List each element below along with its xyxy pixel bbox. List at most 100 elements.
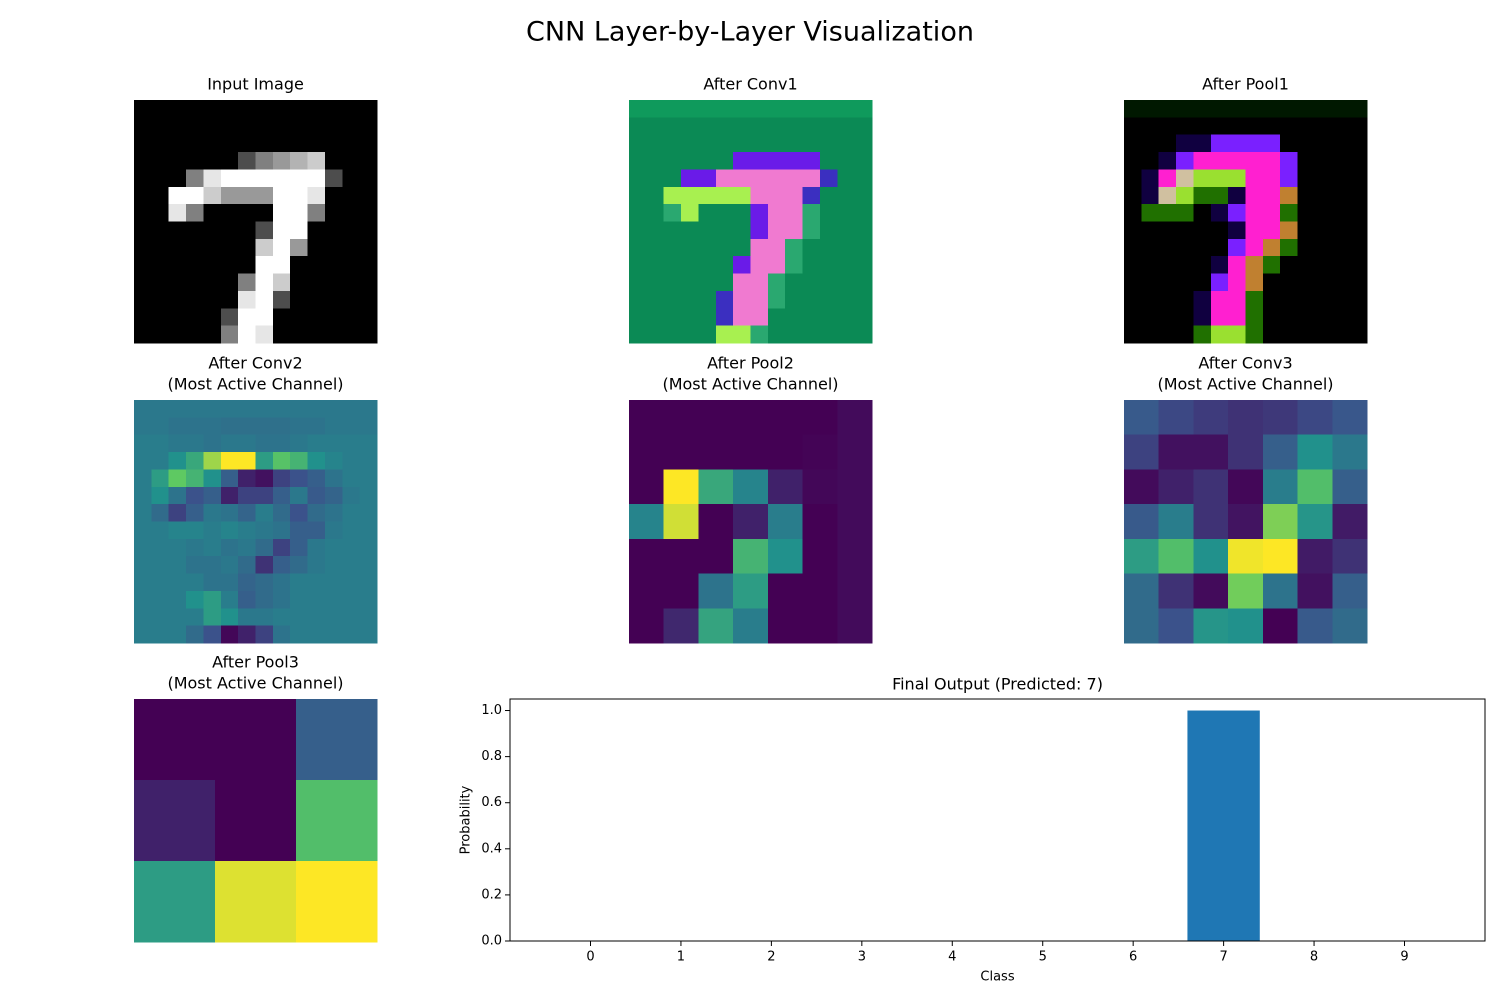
pixel [307, 221, 326, 240]
pixel [342, 221, 361, 240]
pixel [359, 504, 378, 522]
pixel [1176, 117, 1194, 136]
pixel [272, 573, 291, 592]
pixel [681, 256, 699, 275]
pixel [255, 325, 274, 344]
pixel [629, 469, 665, 505]
pixel [238, 325, 256, 344]
pixel [698, 325, 717, 344]
pixel [238, 221, 256, 240]
pixel [1280, 290, 1299, 309]
pixel [646, 117, 665, 136]
pixel [215, 699, 297, 781]
pixel [307, 308, 326, 327]
pixel [698, 308, 717, 327]
pixel [151, 452, 170, 470]
pixel [290, 504, 309, 522]
pixel [1349, 256, 1368, 275]
pixel [1158, 504, 1194, 540]
pixel [255, 486, 274, 505]
pixel [342, 134, 361, 153]
pixel [359, 608, 378, 627]
pixel [1349, 290, 1368, 309]
pixel [255, 204, 274, 222]
pixel [1210, 256, 1229, 275]
pixel [1314, 256, 1333, 275]
pixel [290, 100, 309, 118]
pixel [819, 256, 838, 275]
pixel [1332, 290, 1351, 309]
pixel [767, 469, 804, 505]
pixel [186, 608, 204, 627]
pixel [1124, 273, 1142, 292]
pixel [220, 221, 239, 240]
pixel [151, 117, 170, 136]
pixel [220, 238, 239, 257]
pixel [255, 273, 274, 292]
pixel [715, 186, 734, 205]
pixel [296, 780, 378, 862]
pixel [307, 186, 326, 205]
y-tick-label: 1.0 [481, 703, 502, 718]
pixel [168, 434, 187, 453]
pixel [186, 204, 204, 222]
pixel [186, 521, 204, 540]
pixel [1280, 117, 1299, 136]
pixel [220, 273, 239, 292]
pixel [750, 325, 769, 344]
pixel [1193, 573, 1229, 609]
pixel [1280, 204, 1299, 222]
pixel [215, 780, 297, 862]
pixel [186, 434, 204, 453]
pixel [1193, 100, 1212, 118]
pixel [1332, 186, 1351, 205]
pixel [750, 221, 769, 240]
pixel [151, 100, 170, 118]
pixel [802, 308, 821, 327]
pixel [1262, 469, 1299, 505]
pixel [1314, 186, 1333, 205]
pixel [168, 469, 187, 488]
pixel [186, 186, 204, 205]
pixel [715, 325, 734, 344]
pixel [1158, 573, 1194, 609]
pixel [1262, 204, 1281, 222]
pixel [324, 238, 343, 257]
pixel [324, 100, 343, 118]
pixel [203, 469, 222, 488]
pixel [307, 417, 326, 436]
pixel [220, 325, 239, 344]
pixel [767, 169, 786, 188]
pixel [203, 538, 222, 557]
pixel [1262, 504, 1299, 540]
pixel [151, 625, 170, 644]
pixel [238, 290, 256, 309]
pixel [1210, 152, 1229, 170]
pixel [1297, 117, 1316, 136]
pixel [1245, 308, 1264, 327]
pixel [359, 152, 378, 170]
pixel [1228, 469, 1264, 505]
pixel [681, 100, 699, 118]
pixel [837, 186, 856, 205]
pixel [854, 204, 873, 222]
pixel [767, 221, 786, 240]
pixel [255, 538, 274, 557]
pixel [733, 573, 769, 609]
pixel [1280, 100, 1299, 118]
pixel [255, 256, 274, 275]
pixel [1176, 186, 1194, 205]
pixel [1193, 538, 1229, 575]
pixel [307, 134, 326, 153]
pixel [134, 469, 152, 488]
pixel [767, 308, 786, 327]
pixel [134, 221, 152, 240]
pixel [272, 117, 291, 136]
pixel [238, 504, 256, 522]
pixel [134, 573, 152, 592]
pixel [272, 608, 291, 627]
pixel [1176, 273, 1194, 292]
pixel [1280, 325, 1299, 344]
pixel [272, 452, 291, 470]
pixel [272, 625, 291, 644]
